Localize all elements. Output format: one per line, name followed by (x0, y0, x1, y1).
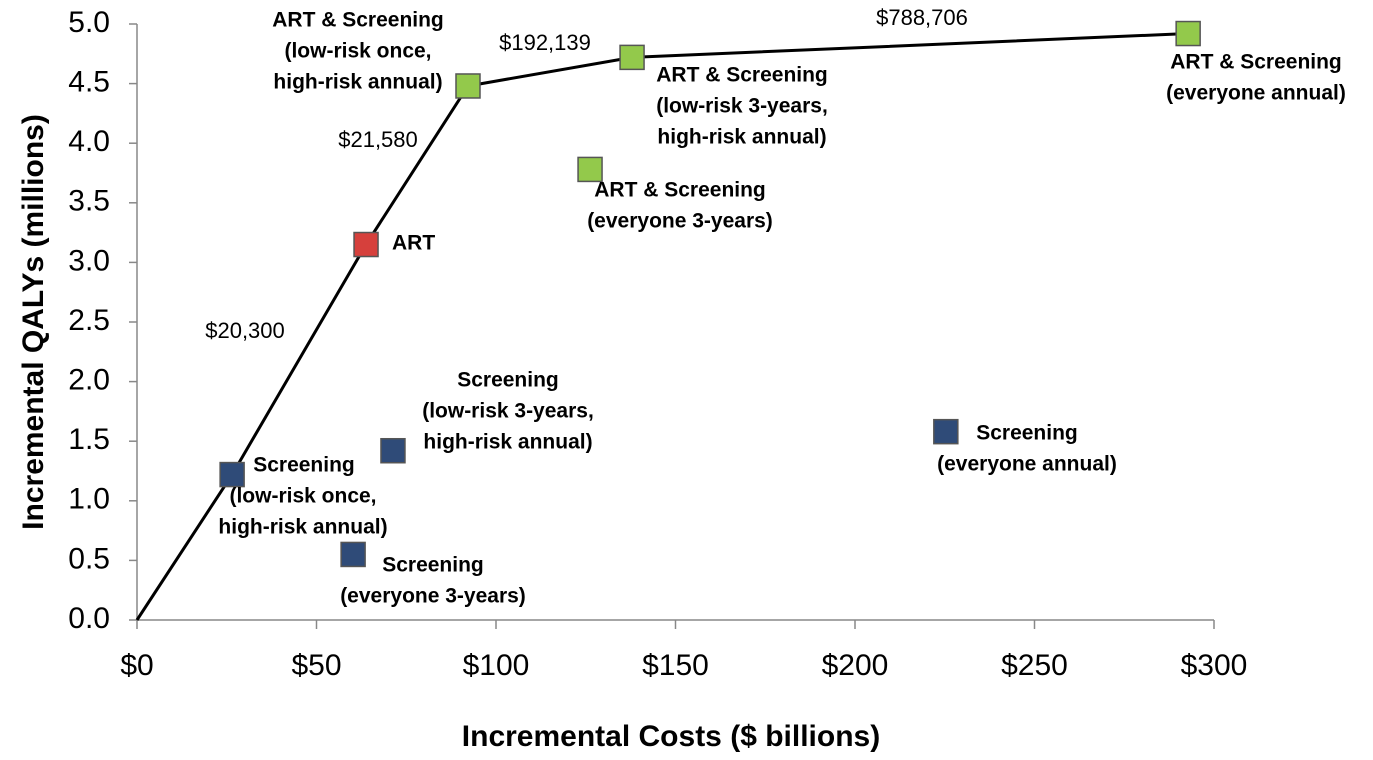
frontier-line (135, 32, 1189, 621)
point-label: (low-risk 3-years, (422, 400, 594, 423)
annotation: $192,139 (499, 30, 591, 55)
y-tick-label: 2.5 (68, 304, 110, 337)
point-label: ART & Screening (272, 9, 444, 32)
point-label: ART & Screening (594, 179, 766, 202)
x-tick-label: $50 (291, 649, 341, 682)
point-label: high-risk annual) (273, 71, 442, 94)
annotation: $20,300 (205, 318, 285, 343)
point-label: (everyone 3-years) (340, 585, 526, 608)
y-tick-label: 3.0 (68, 244, 110, 277)
point-label: high-risk annual) (218, 516, 387, 539)
point (219, 461, 245, 488)
point-label: (low-risk 3-years, (656, 95, 828, 118)
x-axis-title: Incremental Costs ($ billions) (462, 720, 880, 753)
x-tick-label: $150 (642, 649, 709, 682)
y-tick-label: 1.0 (68, 483, 110, 516)
point-label: high-risk annual) (657, 126, 826, 149)
point-label: Screening (253, 454, 355, 477)
x-tick-label: $300 (1181, 649, 1248, 682)
y-tick-label: 1.5 (68, 423, 110, 456)
point (353, 231, 379, 258)
y-tick-label: 0.5 (68, 542, 110, 575)
x-tick-label: $100 (463, 649, 530, 682)
y-tick-label: 4.5 (68, 66, 110, 99)
point-label: (everyone annual) (1166, 82, 1346, 105)
point (340, 541, 366, 568)
point-label: (low-risk once, (229, 485, 376, 508)
point-label: (everyone 3-years) (587, 210, 773, 233)
point (619, 44, 645, 71)
y-tick-label: 3.5 (68, 185, 110, 218)
point-label: (low-risk once, (284, 40, 431, 63)
point-label: ART & Screening (656, 64, 828, 87)
point (933, 418, 959, 445)
point-label: ART (392, 232, 435, 255)
point-label: Screening (457, 369, 559, 392)
point (577, 156, 603, 183)
point-label: Screening (976, 422, 1078, 445)
point (455, 73, 481, 99)
annotation: $788,706 (876, 5, 968, 30)
point (1175, 20, 1201, 47)
annotation: $21,580 (338, 127, 418, 152)
y-tick-label: 0.0 (68, 602, 110, 635)
point-label: high-risk annual) (423, 431, 592, 454)
x-tick-label: $200 (822, 649, 889, 682)
y-axis-title: Incremental QALYs (millions) (17, 114, 50, 530)
x-tick-label: $250 (1001, 649, 1068, 682)
point-label: Screening (382, 554, 484, 577)
point (380, 437, 406, 464)
y-tick-label: 5.0 (68, 6, 110, 39)
y-tick-label: 2.0 (68, 364, 110, 397)
point-label: (everyone annual) (937, 453, 1117, 476)
x-tick-label: $0 (120, 649, 153, 682)
y-tick-label: 4.0 (68, 125, 110, 158)
point-label: ART & Screening (1170, 51, 1342, 74)
